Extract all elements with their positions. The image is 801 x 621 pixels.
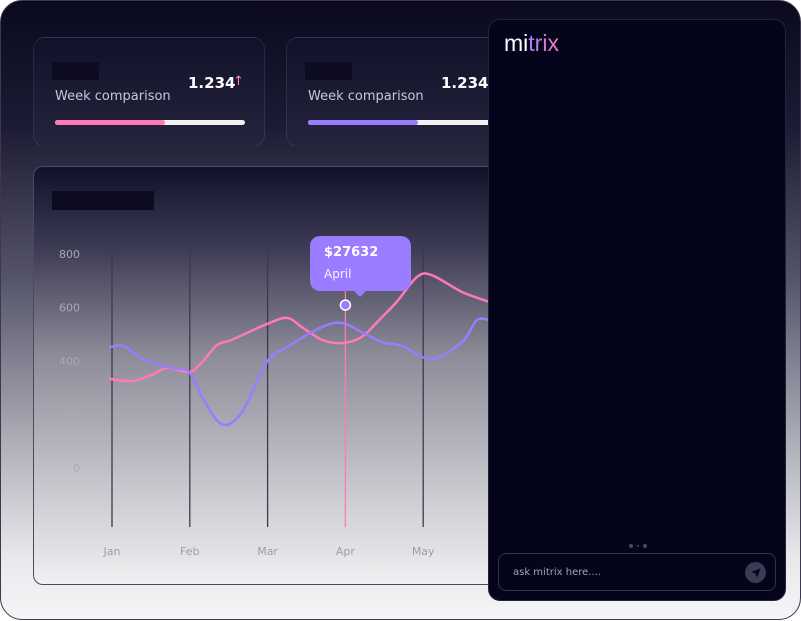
chart-tooltip: $27632 April [310, 236, 411, 297]
y-tick-label: 400 [59, 355, 80, 368]
chart-title-placeholder [52, 191, 154, 210]
x-tick-label: Mar [257, 545, 278, 558]
y-tick-label: 600 [59, 302, 80, 315]
y-tick-label: 200 [59, 409, 80, 422]
logo-part1: mi [504, 30, 529, 56]
send-button[interactable] [745, 562, 766, 583]
x-tick-label: Apr [336, 545, 356, 558]
tooltip-month: April [324, 267, 352, 281]
x-tick-label: May [412, 545, 435, 558]
x-tick-label: Jan [103, 545, 121, 558]
stat-card-1: Week comparison 1.234 ↑ [33, 37, 265, 147]
y-tick-label: 0 [73, 462, 80, 475]
line-chart: Jan Feb Mar Apr May 800 600 400 200 0 [59, 248, 491, 558]
arrow-up-icon: ↑ [233, 74, 244, 89]
title-placeholder [305, 62, 352, 80]
progress-fill [55, 120, 166, 125]
series-line-purple [108, 317, 491, 427]
card-value: 1.234 [188, 74, 236, 92]
y-tick-label: 800 [59, 248, 80, 261]
highlight-point [339, 299, 352, 311]
send-icon [751, 568, 760, 577]
series-line-pink [108, 272, 491, 383]
tooltip-amount: $27632 [324, 245, 379, 260]
card-label: Week comparison [308, 89, 424, 104]
progress-fill [308, 120, 419, 125]
title-placeholder [52, 62, 99, 80]
stat-card-2: Week comparison 1.234 [286, 37, 518, 147]
mitrix-logo: mitrix [504, 30, 559, 57]
chart-card: Jan Feb Mar Apr May 800 600 400 200 0 [33, 166, 513, 585]
progress-bar [308, 120, 498, 125]
ask-input[interactable] [498, 553, 776, 591]
assistant-panel: mitrix [488, 19, 786, 601]
typing-indicator [629, 544, 647, 548]
progress-bar [55, 120, 245, 125]
logo-part2: trix [528, 30, 559, 56]
card-value: 1.234 [441, 74, 489, 92]
x-tick-label: Feb [180, 545, 199, 558]
card-label: Week comparison [55, 89, 171, 104]
